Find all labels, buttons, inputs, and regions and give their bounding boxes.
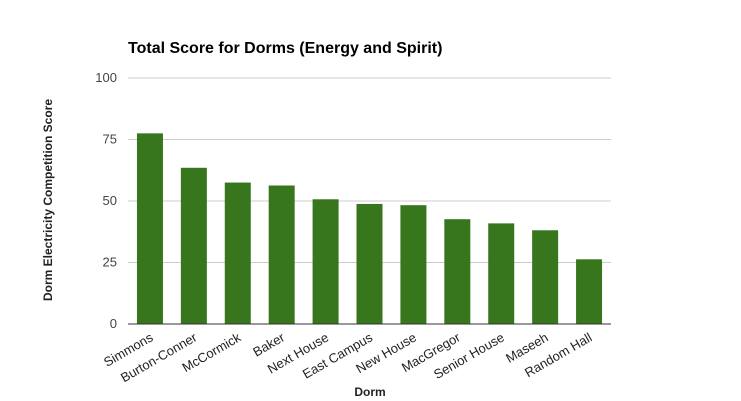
y-tick-label: 100 (95, 70, 117, 85)
bar (312, 199, 339, 324)
bar (224, 182, 251, 324)
y-tick-label: 75 (103, 132, 117, 147)
bar (444, 219, 471, 324)
bar (532, 230, 559, 324)
y-axis-ticks: 0 25 50 75 100 (95, 70, 117, 331)
bar (488, 223, 515, 324)
chart-title: Total Score for Dorms (Energy and Spirit… (128, 40, 442, 57)
bar (576, 259, 603, 324)
y-tick-label: 25 (103, 255, 117, 270)
bar (268, 185, 295, 324)
bar (356, 203, 383, 324)
bar (400, 205, 427, 324)
y-axis-title: Dorm Electricity Competition Score (41, 99, 55, 301)
y-tick-label: 50 (103, 193, 117, 208)
x-axis-title: Dorm (354, 385, 385, 399)
bar (136, 133, 163, 324)
bars (136, 133, 603, 324)
bar (180, 167, 207, 324)
y-tick-label: 0 (110, 316, 117, 331)
